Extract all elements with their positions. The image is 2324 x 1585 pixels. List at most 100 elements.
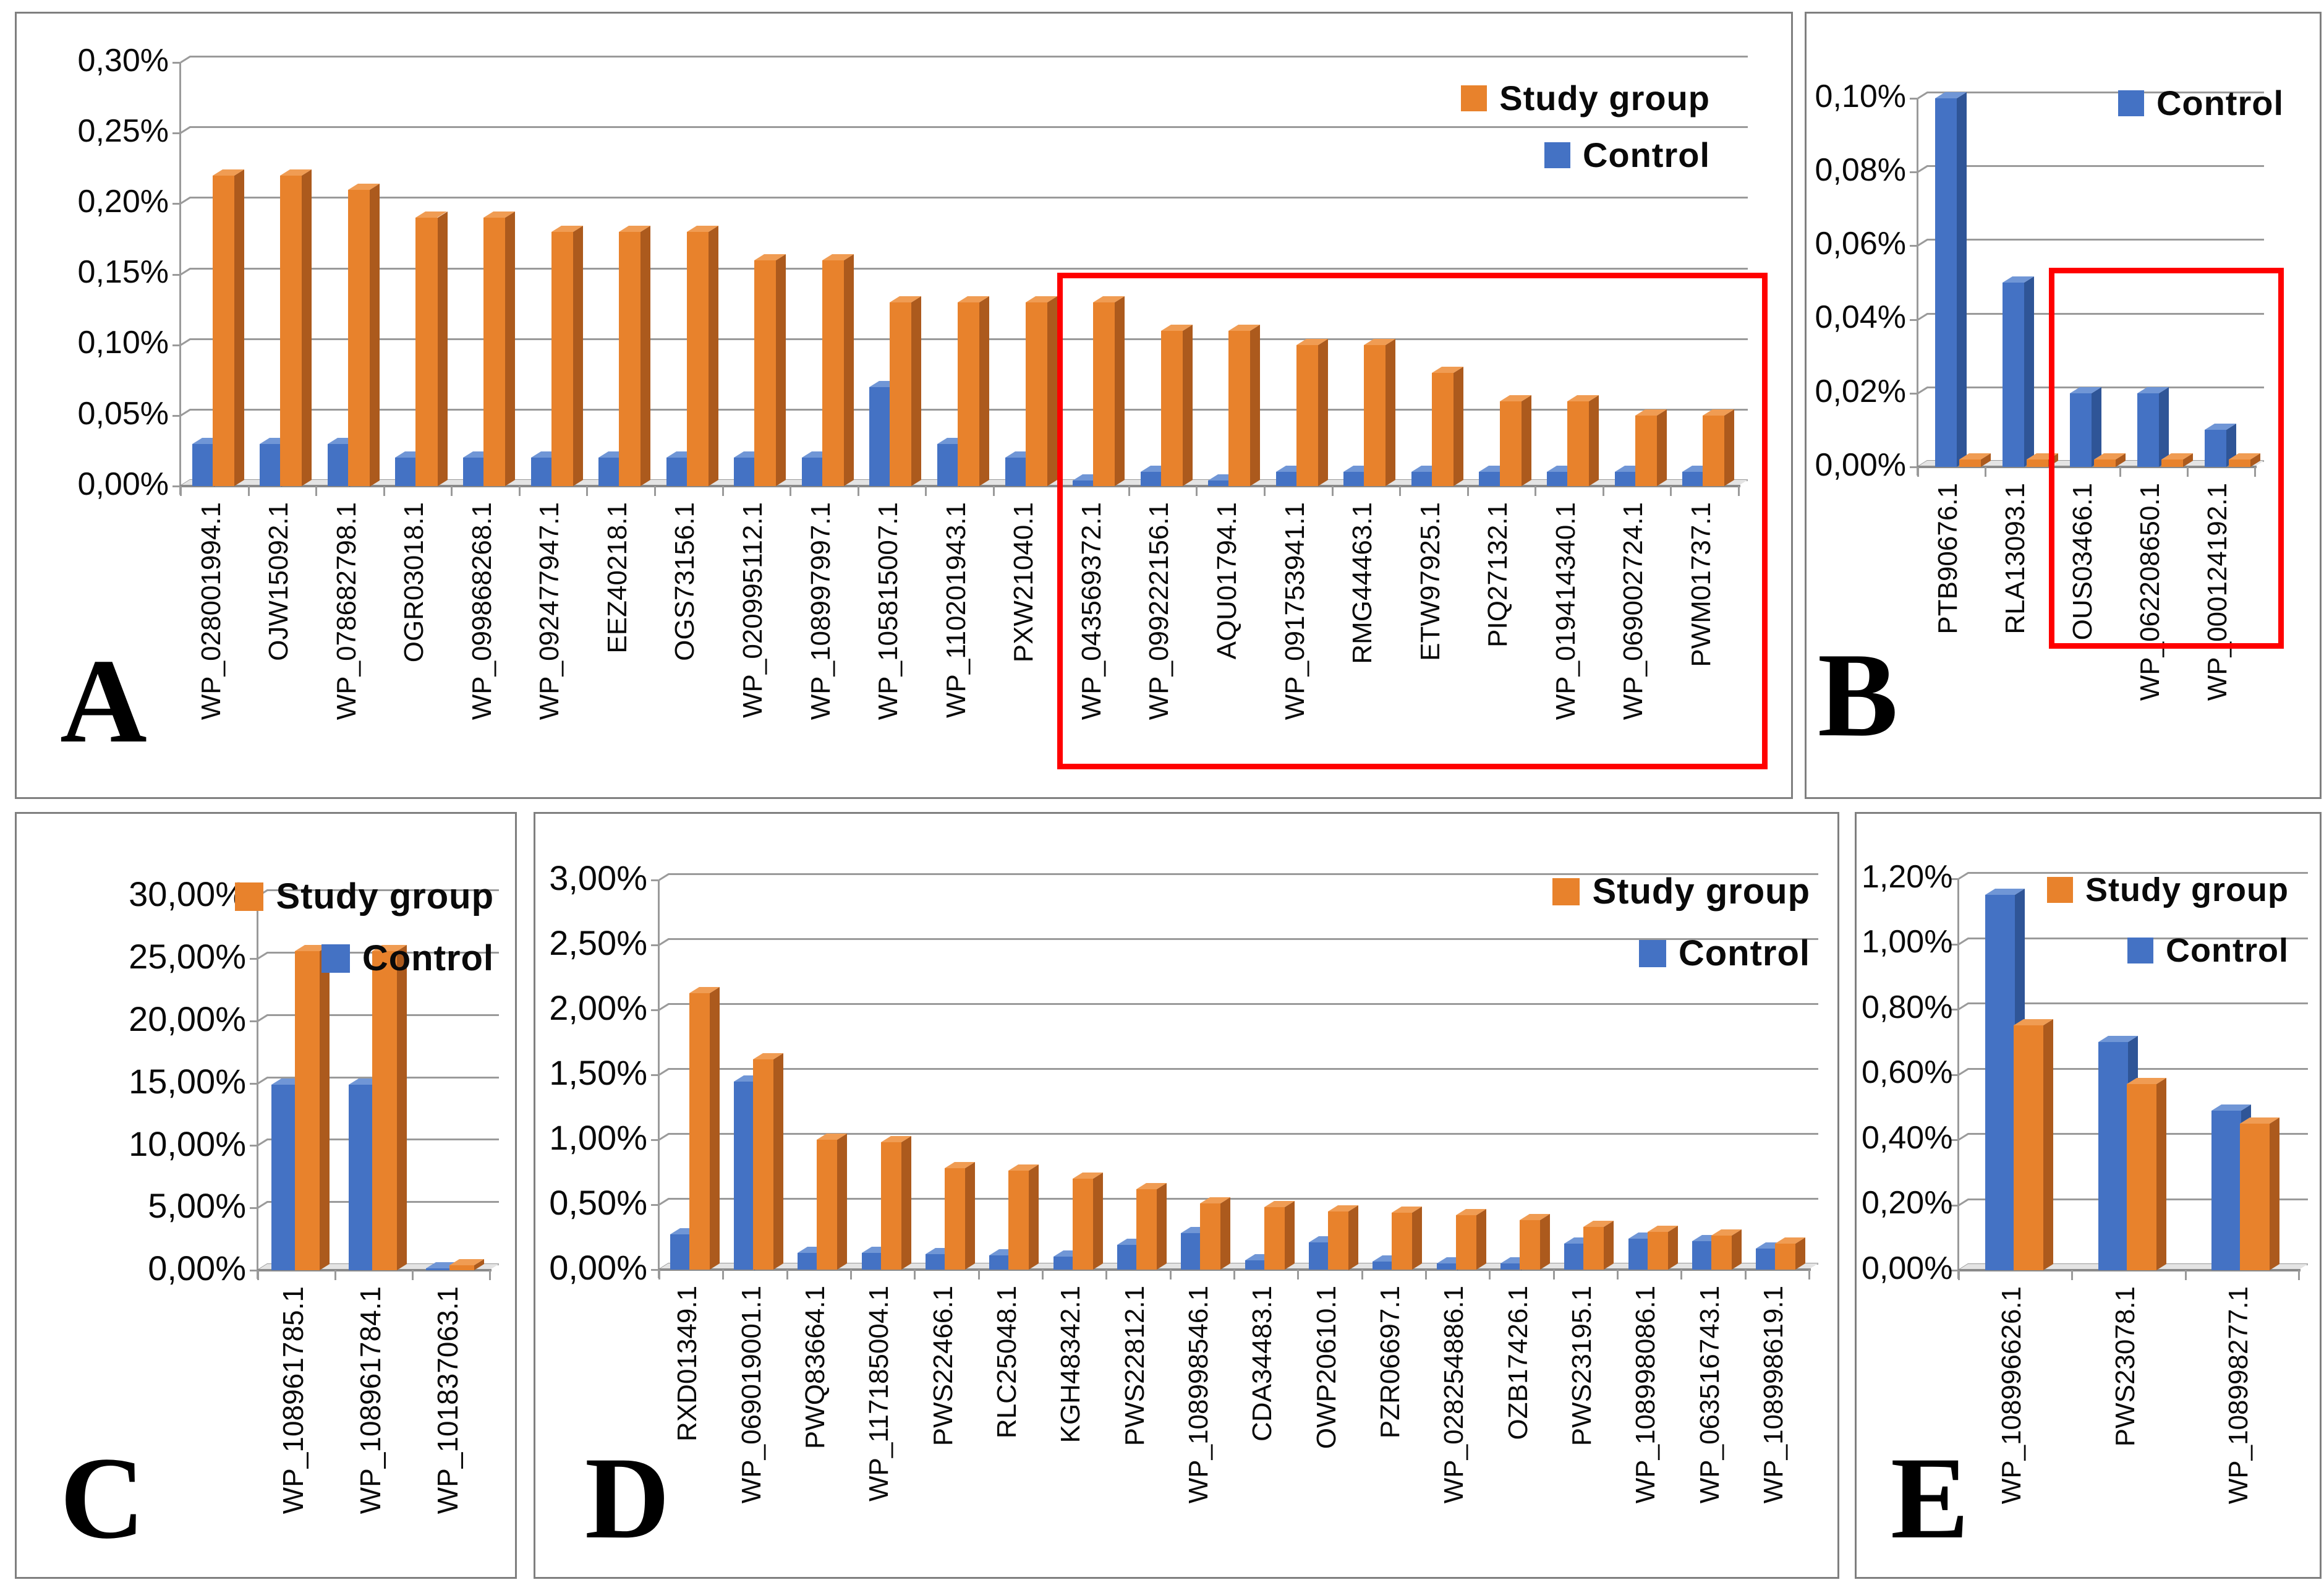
- bar-study: [1228, 324, 1261, 486]
- bar-study: [945, 1162, 976, 1270]
- bar-study: [1364, 338, 1396, 486]
- bar-study: [2013, 1019, 2053, 1270]
- gridline: [1927, 92, 2264, 93]
- bar-side-face: [2043, 1019, 2053, 1270]
- bar-side-face: [302, 169, 312, 486]
- y-axis-line: [257, 896, 258, 1279]
- bar-study: [1583, 1220, 1614, 1270]
- bar-side-face: [1604, 1220, 1614, 1270]
- bar-side-face: [505, 211, 516, 486]
- x-axis-line: [1917, 466, 2257, 468]
- legend-item-control: Control: [321, 938, 494, 979]
- y-axis-tick: [250, 1145, 257, 1147]
- legend-item-control: Control: [2118, 83, 2284, 123]
- bar-study: [1392, 1206, 1423, 1270]
- category-tick: [315, 486, 318, 496]
- gridline-jog: [257, 1014, 268, 1022]
- bar-study: [753, 1053, 784, 1270]
- bar-study: [2026, 453, 2058, 467]
- gridline-jog: [180, 338, 191, 346]
- category-tick: [1670, 486, 1672, 496]
- y-tick-label: 0,40%: [1862, 1119, 1953, 1156]
- category-tick: [2119, 467, 2121, 477]
- control-swatch-icon: [1544, 142, 1570, 168]
- bar-control: [666, 451, 698, 486]
- study-group-swatch-icon: [2047, 877, 2074, 903]
- category-label: WP_108961784.1: [354, 1286, 386, 1515]
- gridline-jog: [1958, 1198, 1969, 1207]
- category-label: WP_105815007.1: [873, 502, 904, 720]
- category-label: OZB17426.1: [1502, 1286, 1533, 1440]
- bar-control: [801, 451, 833, 486]
- y-axis-tick: [250, 1270, 257, 1271]
- bar-study: [2228, 453, 2260, 467]
- legend-label: Control: [2166, 932, 2289, 969]
- category-tick: [1958, 1270, 1960, 1280]
- bar-control: [1343, 466, 1376, 486]
- category-label: PZR06697.1: [1375, 1286, 1406, 1439]
- category-tick: [1128, 486, 1130, 496]
- bar-study: [1499, 395, 1531, 486]
- category-label: WP_108996626.1: [1996, 1286, 2027, 1505]
- legend-item-study: Study group: [1461, 78, 1710, 118]
- y-tick-label: 0,15%: [77, 254, 169, 291]
- bar-control: [2070, 387, 2101, 467]
- gridline-jog: [257, 1139, 268, 1147]
- bar-control: [925, 1247, 956, 1270]
- category-label: WP_078682798.1: [331, 502, 362, 720]
- category-tick: [1233, 1270, 1235, 1280]
- category-tick: [586, 486, 589, 496]
- y-axis-tick: [1910, 245, 1917, 247]
- bar-control: [861, 1246, 892, 1270]
- y-tick-label: 0,04%: [1815, 299, 1906, 336]
- y-tick-label: 0,02%: [1815, 373, 1906, 409]
- bar-study: [483, 211, 516, 486]
- y-axis-tick: [1910, 98, 1917, 100]
- category-label: PXW21040.1: [1008, 502, 1039, 663]
- bar-study: [449, 1258, 484, 1270]
- bar-control: [989, 1249, 1020, 1270]
- category-label: WP_092477947.1: [534, 502, 565, 720]
- bar-control: [1005, 451, 1037, 486]
- bar-side-face: [319, 944, 330, 1270]
- y-tick-label: 0,10%: [1815, 78, 1906, 114]
- category-label: WP_117185004.1: [864, 1286, 895, 1502]
- gridline: [668, 938, 1818, 940]
- panel-d: 0,00% 0,50% 1,00% 1,50% 2,00% 2,50% 3,00% RXD01…: [534, 812, 1839, 1579]
- category-tick: [1425, 1270, 1427, 1280]
- x-axis-line: [257, 1269, 492, 1271]
- gridline: [190, 267, 1748, 270]
- bar-side-face: [1412, 1206, 1423, 1270]
- gridline: [668, 1133, 1818, 1135]
- y-axis-tick: [172, 132, 180, 135]
- y-tick-label: 0,00%: [1862, 1250, 1953, 1286]
- bar-control: [1479, 466, 1511, 486]
- gridline: [1968, 1067, 2308, 1070]
- panel-c: 0,00% 5,00% 10,00% 15,00% 20,00% 25,00% 30,00%…: [15, 812, 517, 1579]
- gridline: [190, 126, 1748, 129]
- bar-study: [1647, 1226, 1678, 1270]
- gridline-jog: [1958, 1067, 1969, 1076]
- gridline-jog: [1958, 937, 1969, 946]
- bar-side-face: [369, 183, 380, 486]
- chart-floor: [658, 1263, 1818, 1270]
- category-label: WP_108997997.1: [805, 502, 836, 720]
- gridline: [668, 1198, 1818, 1200]
- bar-study: [1711, 1229, 1742, 1270]
- category-label: RXD01349.1: [672, 1286, 703, 1442]
- category-tick: [1105, 1270, 1108, 1280]
- category-label: WP_028254886.1: [1439, 1286, 1470, 1504]
- y-tick-label: 5,00%: [148, 1186, 246, 1226]
- category-tick: [1331, 486, 1334, 496]
- bar-study: [686, 226, 718, 486]
- y-tick-label: 0,20%: [1862, 1185, 1953, 1221]
- bar-control: [1208, 474, 1240, 486]
- category-tick: [1985, 467, 1986, 477]
- bar-control: [1985, 889, 2025, 1270]
- bar-study: [1703, 409, 1735, 486]
- category-tick: [451, 486, 453, 496]
- y-axis-tick: [651, 1204, 658, 1206]
- control-swatch-icon: [321, 944, 350, 973]
- category-label: WP_108998546.1: [1183, 1286, 1214, 1504]
- category-tick: [383, 486, 385, 496]
